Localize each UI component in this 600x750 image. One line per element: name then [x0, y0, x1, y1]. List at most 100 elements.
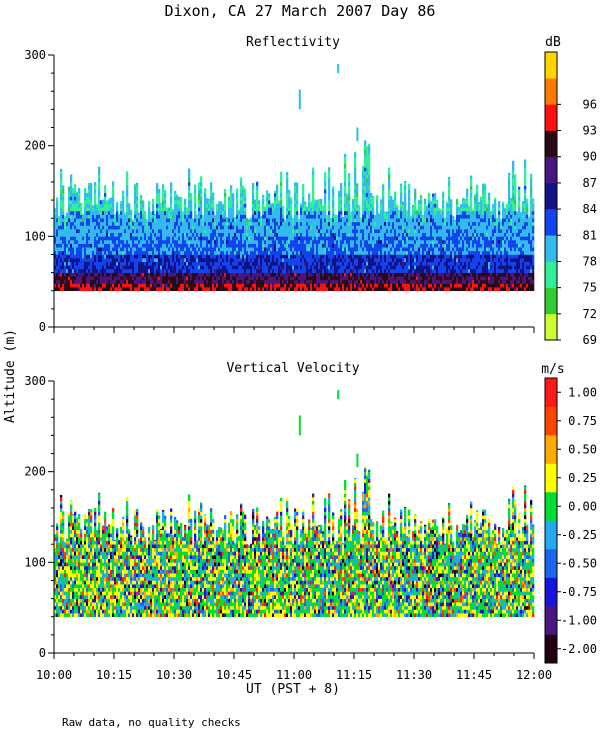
data-cell	[116, 265, 119, 270]
data-cell	[334, 214, 337, 219]
data-cell	[410, 272, 413, 277]
data-cell	[236, 192, 239, 197]
data-cell	[370, 243, 373, 248]
data-cell	[344, 225, 347, 230]
data-cell	[402, 236, 405, 241]
data-cell	[130, 250, 133, 255]
data-cell	[152, 276, 155, 281]
data-cell	[112, 287, 115, 292]
data-cell	[150, 243, 153, 248]
data-cell	[220, 258, 223, 263]
data-cell	[128, 276, 131, 281]
data-cell	[134, 214, 137, 219]
data-cell	[262, 276, 265, 281]
data-cell	[404, 268, 407, 273]
data-cell	[212, 192, 215, 197]
data-cell	[132, 232, 135, 237]
data-cell	[138, 218, 141, 223]
data-cell	[248, 221, 251, 226]
data-cell	[296, 207, 299, 212]
data-cell	[316, 218, 319, 223]
data-cell	[420, 272, 423, 277]
data-cell	[328, 287, 331, 292]
data-cell	[256, 276, 259, 281]
data-cell	[204, 272, 207, 277]
data-cell	[392, 210, 395, 215]
data-cell	[182, 221, 185, 226]
data-cell	[340, 196, 343, 201]
data-cell	[252, 236, 255, 241]
data-cell	[416, 250, 419, 255]
data-cell	[140, 232, 143, 237]
data-cell	[64, 268, 67, 273]
data-cell	[358, 207, 361, 212]
data-cell	[88, 239, 91, 244]
data-cell	[398, 254, 401, 259]
data-cell	[208, 200, 211, 204]
data-cell	[316, 276, 319, 281]
data-cell	[204, 218, 207, 223]
data-cell	[236, 196, 239, 201]
data-cell	[164, 243, 167, 248]
data-cell	[424, 247, 427, 252]
data-cell	[170, 214, 173, 219]
data-cell	[178, 214, 181, 219]
data-cell	[390, 272, 393, 277]
data-cell	[336, 254, 339, 259]
data-cell	[272, 232, 275, 237]
data-cell	[200, 279, 203, 284]
data-cell	[158, 229, 161, 234]
data-cell	[102, 200, 105, 204]
data-cell	[420, 287, 423, 292]
data-cell	[82, 254, 85, 259]
data-cell	[80, 221, 83, 226]
data-cell	[144, 287, 147, 292]
data-cell	[86, 221, 89, 226]
data-cell	[230, 192, 233, 197]
data-cell	[388, 167, 391, 172]
data-cell	[94, 265, 97, 270]
data-cell	[214, 258, 217, 263]
data-cell	[376, 210, 379, 215]
data-cell	[398, 225, 401, 230]
data-cell	[410, 247, 413, 252]
data-cell	[100, 232, 103, 237]
data-cell	[170, 203, 173, 208]
data-cell	[428, 232, 431, 237]
data-cell	[270, 268, 273, 273]
data-cell	[348, 287, 351, 292]
data-cell	[82, 243, 85, 248]
data-cell	[110, 268, 113, 273]
data-cell	[262, 200, 265, 204]
data-cell	[172, 261, 175, 266]
data-cell	[186, 283, 189, 288]
data-cell	[366, 149, 369, 154]
data-cell	[248, 268, 251, 273]
data-cell	[240, 254, 243, 259]
data-cell	[144, 272, 147, 277]
data-cell	[242, 192, 245, 197]
data-cell	[112, 258, 115, 263]
data-cell	[352, 239, 355, 244]
data-cell	[156, 247, 159, 252]
data-cell	[244, 218, 247, 223]
data-cell	[400, 268, 403, 273]
data-cell	[58, 287, 61, 292]
data-cell	[90, 225, 93, 230]
data-cell	[96, 243, 99, 248]
data-cell	[376, 236, 379, 241]
data-cell	[184, 207, 187, 212]
data-cell	[62, 192, 65, 197]
data-cell	[66, 279, 69, 284]
data-cell	[80, 203, 83, 204]
data-cell	[266, 192, 269, 197]
data-cell	[414, 268, 417, 273]
data-cell	[406, 265, 409, 270]
data-cell	[144, 247, 147, 252]
data-cell	[340, 225, 343, 230]
data-cell	[150, 258, 153, 263]
data-cell	[88, 243, 91, 248]
data-cell	[410, 218, 413, 223]
data-cell	[328, 239, 331, 244]
data-cell	[126, 207, 129, 212]
